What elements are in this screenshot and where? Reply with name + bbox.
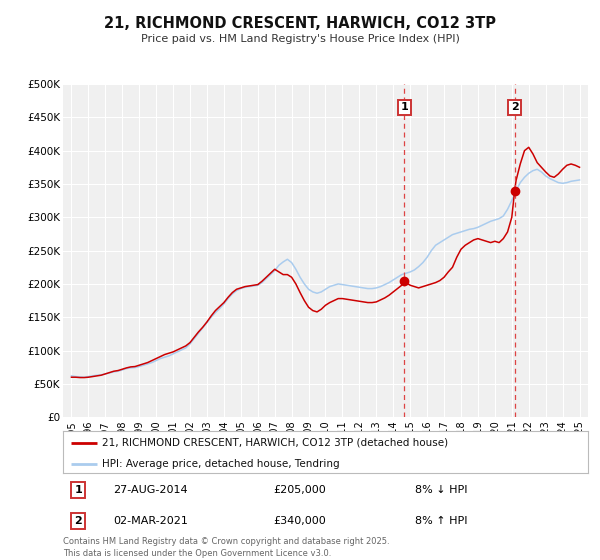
Text: 2: 2 — [511, 102, 518, 113]
Text: 27-AUG-2014: 27-AUG-2014 — [113, 486, 187, 495]
Text: 21, RICHMOND CRESCENT, HARWICH, CO12 3TP: 21, RICHMOND CRESCENT, HARWICH, CO12 3TP — [104, 16, 496, 31]
Text: £340,000: £340,000 — [273, 516, 326, 526]
Text: 2: 2 — [74, 516, 82, 526]
Text: 8% ↑ HPI: 8% ↑ HPI — [415, 516, 467, 526]
Text: £205,000: £205,000 — [273, 486, 326, 495]
Text: 1: 1 — [401, 102, 408, 113]
Text: 8% ↓ HPI: 8% ↓ HPI — [415, 486, 467, 495]
Text: 02-MAR-2021: 02-MAR-2021 — [113, 516, 188, 526]
Text: Contains HM Land Registry data © Crown copyright and database right 2025.
This d: Contains HM Land Registry data © Crown c… — [63, 537, 389, 558]
Text: Price paid vs. HM Land Registry's House Price Index (HPI): Price paid vs. HM Land Registry's House … — [140, 34, 460, 44]
Text: HPI: Average price, detached house, Tendring: HPI: Average price, detached house, Tend… — [103, 459, 340, 469]
Text: 1: 1 — [74, 486, 82, 495]
Text: 21, RICHMOND CRESCENT, HARWICH, CO12 3TP (detached house): 21, RICHMOND CRESCENT, HARWICH, CO12 3TP… — [103, 438, 449, 448]
